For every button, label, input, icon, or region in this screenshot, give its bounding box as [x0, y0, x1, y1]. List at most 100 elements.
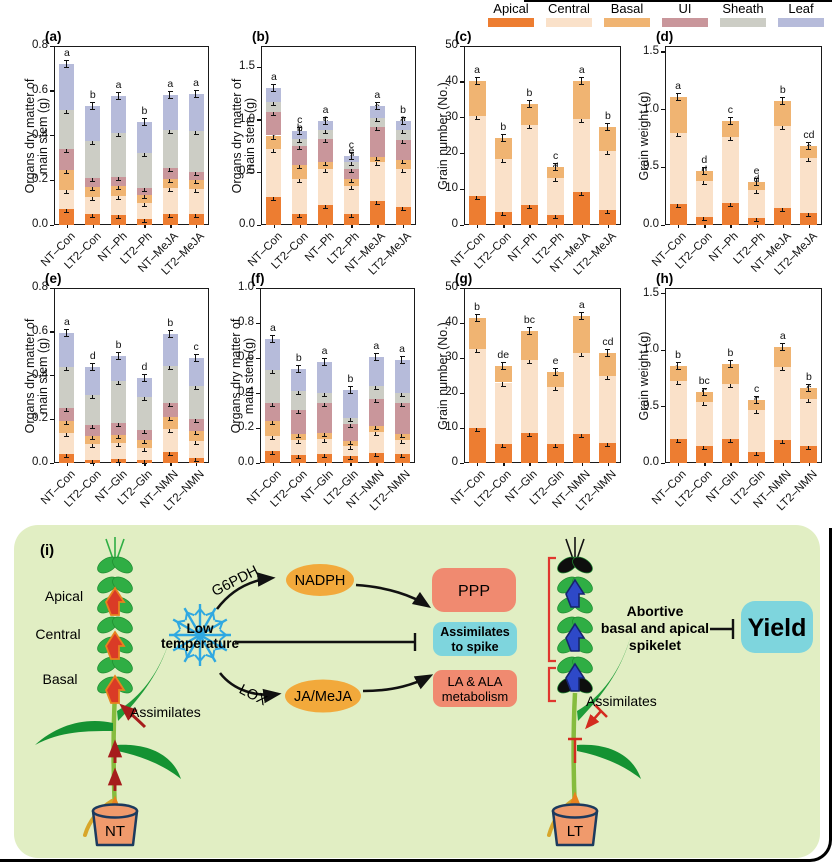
x-tick	[403, 225, 405, 228]
bar-segment-apical	[368, 453, 384, 463]
bar-segment-apical	[573, 192, 591, 225]
bar-segment-leaf	[162, 333, 178, 366]
inhibit-line-mid	[235, 633, 417, 651]
error-bar	[373, 353, 379, 362]
bar-segment-central	[520, 125, 538, 206]
error-bar	[605, 348, 611, 357]
sig-letter: a	[399, 342, 405, 355]
y-tick	[256, 287, 260, 289]
bar-segment-sheath	[162, 129, 178, 168]
y-tick-label: 0.5	[643, 399, 659, 412]
bar-segment-ui	[369, 127, 385, 157]
plot-frame-g	[464, 288, 621, 463]
bar-segment-leaf	[266, 88, 282, 102]
y-tick	[661, 166, 665, 169]
bar-segment-basal	[721, 121, 739, 138]
legend-label: Apical	[493, 1, 529, 16]
bar-segment-central	[188, 441, 204, 459]
bar-segment-apical	[468, 428, 486, 463]
y-tick	[257, 171, 261, 174]
error-bar	[806, 384, 812, 393]
legend-item-apical: Apical	[488, 1, 534, 27]
bar-segment-ui	[188, 419, 204, 432]
y-tick-label: 30	[445, 351, 458, 363]
bar-segment-central	[547, 178, 565, 215]
bar-segment-sheath	[162, 365, 178, 403]
y-axis-label-f: Organs dry matter of	[228, 318, 243, 433]
sig-letter: a	[269, 321, 276, 334]
bar-segment-leaf	[111, 355, 127, 381]
bar-segment-basal	[695, 170, 713, 182]
bar-segment-basal	[59, 170, 75, 191]
x-tick	[324, 463, 326, 466]
x-tick	[782, 225, 785, 228]
y-tick	[257, 66, 261, 68]
error-bar	[322, 358, 328, 367]
y-tick-label: 40	[445, 74, 458, 87]
y-tick	[257, 224, 261, 226]
legend-label: Sheath	[722, 1, 764, 16]
sig-letter: e	[552, 355, 559, 367]
sig-letter: a	[322, 103, 329, 116]
y-tick	[460, 224, 464, 226]
legend-item-leaf: Leaf	[778, 1, 824, 27]
y-tick-label: 20	[445, 146, 458, 159]
x-tick	[678, 225, 680, 228]
sig-letter: c	[753, 382, 760, 395]
bar-segment-basal	[111, 434, 127, 444]
x-tick	[756, 463, 758, 466]
bar-segment-ui	[265, 402, 281, 421]
x-tick	[298, 463, 301, 466]
plot-frame-e	[54, 288, 209, 463]
bar-segment-central	[494, 382, 512, 445]
bar-segment-ui	[292, 146, 308, 165]
bar-segment-apical	[800, 213, 818, 225]
top-edge-line	[524, 0, 832, 2]
bar-segment-ui	[343, 169, 359, 179]
bar-segment-apical	[669, 204, 687, 225]
bar-segment-basal	[162, 417, 178, 430]
bar-segment-sheath	[111, 133, 127, 177]
bar-segment-apical	[468, 195, 486, 225]
bar-segment-ui	[59, 408, 75, 422]
bar-segment-basal	[748, 399, 766, 410]
error-bar	[701, 387, 707, 396]
y-tick-label: 0.5	[643, 160, 659, 173]
bar-segment-apical	[695, 446, 713, 463]
y-tick	[50, 375, 54, 377]
x-tick	[350, 463, 352, 466]
bar-segment-sheath	[111, 380, 127, 423]
bar-segment-basal	[188, 180, 204, 190]
bar-segment-central	[774, 125, 792, 208]
bar-segment-basal	[547, 372, 565, 387]
bar-segment-basal	[774, 346, 792, 368]
y-tick	[661, 462, 665, 464]
bar-segment-apical	[265, 450, 281, 463]
error-bar	[474, 76, 480, 85]
bar-segment-central	[721, 383, 739, 440]
error-bar	[500, 362, 506, 371]
bar-segment-apical	[599, 442, 617, 463]
bar-segment-sheath	[368, 386, 384, 400]
red-brackets	[547, 556, 556, 703]
error-bar	[193, 90, 199, 99]
x-tick	[730, 463, 732, 466]
y-tick	[256, 462, 260, 464]
bar-segment-sheath	[188, 386, 204, 420]
y-tick-label: 0.2	[32, 412, 48, 425]
error-bar	[780, 97, 786, 106]
bar-segment-central	[136, 447, 152, 461]
bar-segment-basal	[162, 179, 178, 189]
bar-segment-basal	[494, 138, 512, 159]
error-bar	[474, 313, 480, 322]
y-tick	[50, 90, 54, 92]
bar-segment-basal	[695, 391, 713, 403]
legend-swatch	[488, 17, 534, 27]
bar-segment-basal	[292, 164, 308, 179]
error-bar	[347, 385, 353, 394]
plot-frame-b	[261, 46, 416, 225]
legend-swatch	[720, 17, 766, 27]
error-bar	[374, 102, 380, 111]
bar-segment-central	[520, 359, 538, 434]
